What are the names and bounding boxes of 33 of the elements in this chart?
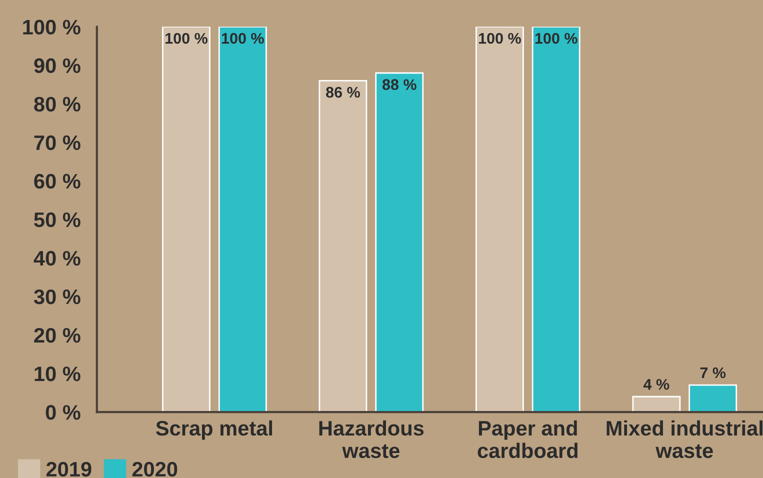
y-tick-label: 100 % bbox=[23, 20, 80, 35]
data-label: 100 % bbox=[535, 32, 578, 44]
bar bbox=[688, 384, 738, 412]
data-label: 100 % bbox=[479, 32, 521, 44]
bar bbox=[218, 26, 267, 412]
y-tick-label: 0 % bbox=[46, 405, 80, 420]
y-tick-label: 60 % bbox=[34, 174, 80, 189]
y-tick-label: 20 % bbox=[34, 328, 80, 343]
bar bbox=[162, 26, 210, 412]
y-tick-label: 50 % bbox=[34, 212, 80, 228]
data-label: 100 % bbox=[222, 32, 264, 44]
bar bbox=[318, 80, 368, 412]
y-tick-label: 80 % bbox=[34, 96, 80, 112]
bar bbox=[375, 72, 424, 412]
y-tick-label: 10 % bbox=[34, 366, 80, 382]
legend-label: 2020 bbox=[132, 462, 178, 477]
x-tick-label: Paper and cardboard bbox=[478, 420, 578, 458]
bar bbox=[632, 396, 681, 412]
x-tick-label: Mixed industrial waste bbox=[606, 420, 762, 458]
y-tick-label: 30 % bbox=[34, 289, 80, 304]
y-tick-label: 90 % bbox=[34, 58, 80, 74]
y-tick-label: 70 % bbox=[34, 135, 80, 150]
data-label: 4 % bbox=[643, 378, 670, 390]
bar bbox=[475, 26, 524, 412]
data-label: 7 % bbox=[700, 367, 726, 378]
data-label: 88 % bbox=[382, 79, 416, 90]
data-label: 86 % bbox=[326, 86, 360, 98]
bar bbox=[532, 26, 580, 412]
x-tick-label: Hazardous waste bbox=[319, 420, 424, 458]
x-tick-label: Scrap metal bbox=[156, 420, 272, 440]
data-label: 100 % bbox=[166, 32, 208, 44]
legend-label: 2019 bbox=[46, 462, 92, 477]
y-tick-label: 40 % bbox=[34, 250, 80, 266]
